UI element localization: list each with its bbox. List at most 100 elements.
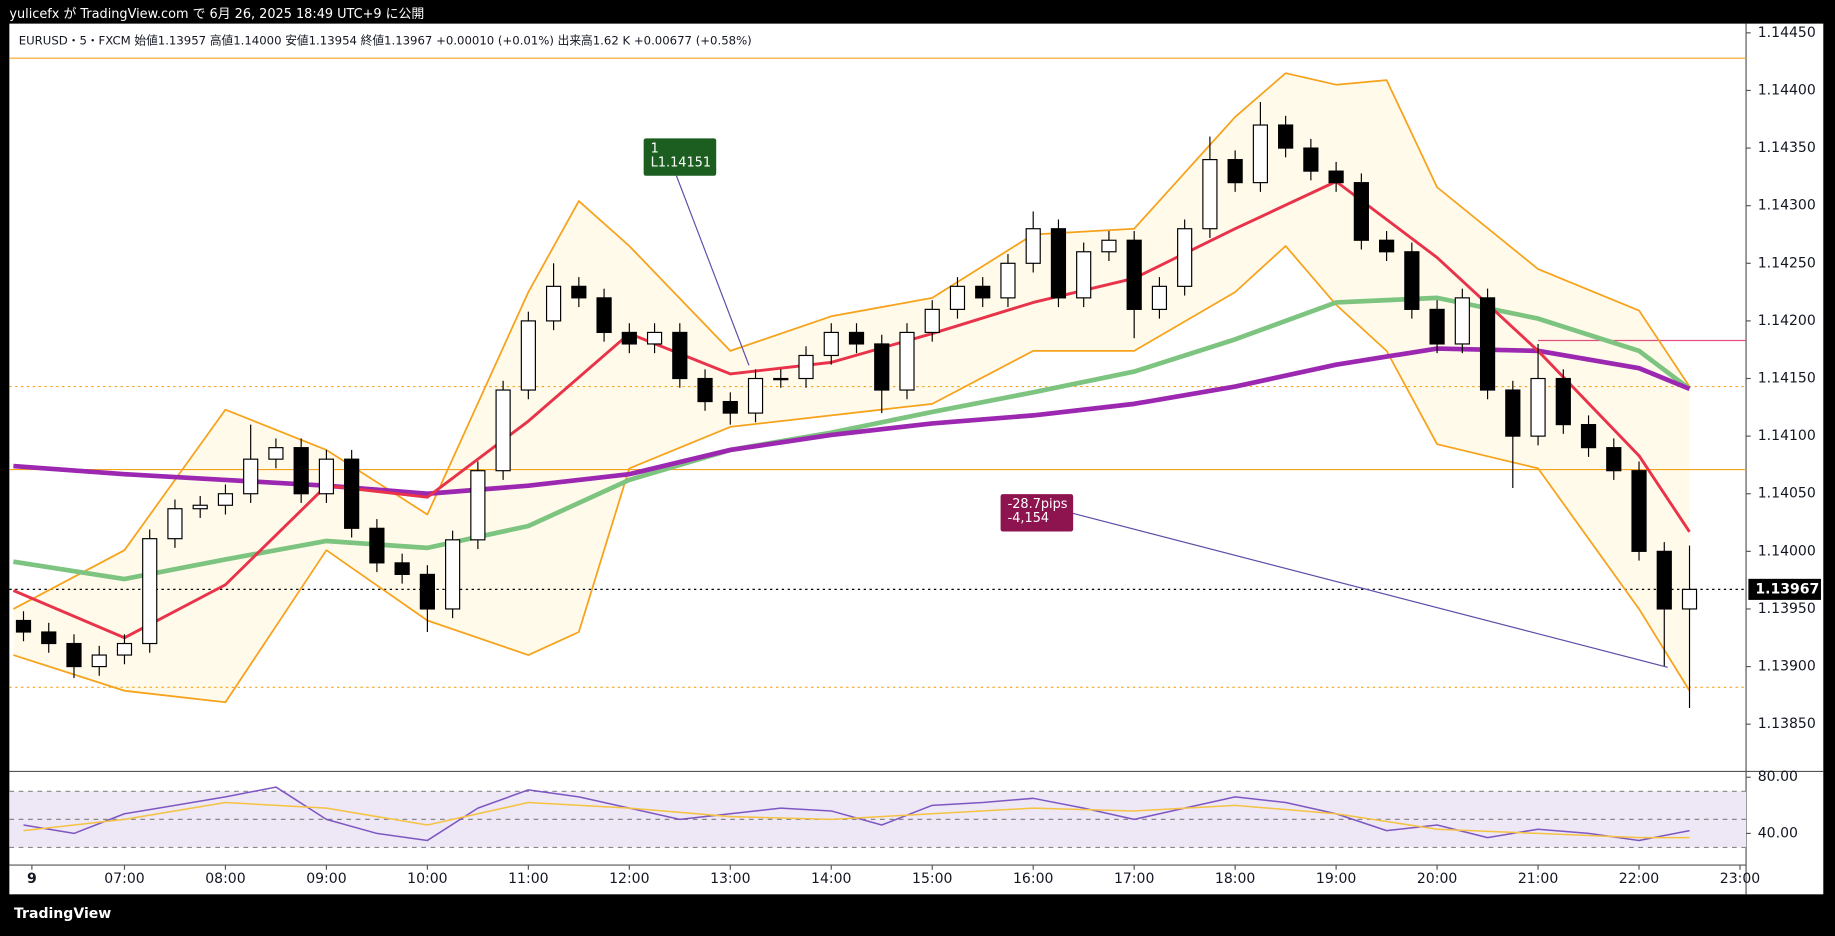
y-tick-label: 1.13900 bbox=[1758, 659, 1816, 675]
indicator-line bbox=[13, 245, 1691, 704]
candle-body bbox=[419, 573, 435, 610]
candle-body bbox=[1656, 550, 1672, 610]
candle-body bbox=[1681, 588, 1698, 610]
candle-body bbox=[1227, 159, 1243, 184]
y-tick-label: 1.14150 bbox=[1758, 371, 1816, 387]
y-tick-label: 1.14450 bbox=[1758, 25, 1816, 41]
candle-body bbox=[697, 377, 713, 403]
candle-body bbox=[1050, 228, 1067, 299]
candle-body bbox=[571, 285, 587, 299]
y-tick-label: 1.14250 bbox=[1758, 255, 1816, 271]
y-tick-label: 1.13950 bbox=[1758, 601, 1816, 617]
candle-body bbox=[1000, 262, 1016, 299]
candle-body bbox=[1076, 251, 1092, 299]
candle-body bbox=[243, 458, 259, 495]
candle-body bbox=[1479, 297, 1496, 391]
candle-body bbox=[66, 642, 82, 668]
y-tick-label: 1.14000 bbox=[1758, 543, 1816, 559]
candle-body bbox=[545, 285, 562, 322]
y-tick-label: 1.14100 bbox=[1758, 428, 1816, 444]
candle-body bbox=[1353, 182, 1369, 241]
candle-body bbox=[798, 354, 814, 380]
x-tick-label: 19:00 bbox=[1316, 871, 1356, 887]
candle-body bbox=[1580, 424, 1597, 449]
candle-body bbox=[91, 654, 107, 668]
candle-body bbox=[1378, 239, 1395, 253]
indicator-line bbox=[13, 346, 1691, 497]
candle-body bbox=[15, 619, 32, 633]
x-tick-label: 13:00 bbox=[710, 871, 750, 887]
x-tick-label: 23:00 bbox=[1720, 871, 1760, 887]
candle-body bbox=[596, 297, 612, 334]
indicator-line bbox=[23, 801, 1690, 839]
candle-body bbox=[621, 331, 637, 345]
x-tick-label: 07:00 bbox=[104, 871, 144, 887]
last-price-box bbox=[1748, 578, 1821, 600]
x-tick-label: 15:00 bbox=[912, 871, 952, 887]
candle-body bbox=[268, 447, 284, 460]
candle-body bbox=[1606, 447, 1622, 472]
candle-body bbox=[167, 508, 183, 540]
candle-body bbox=[1328, 170, 1344, 184]
publisher: yulicefx が TradingView.com で 6月 26, 2025… bbox=[9, 7, 424, 22]
y-tick-label: 1.14050 bbox=[1758, 486, 1816, 502]
x-tick-label: 10:00 bbox=[407, 871, 447, 887]
candle-body bbox=[672, 331, 688, 380]
x-tick-label: 22:00 bbox=[1619, 871, 1659, 887]
candle-body bbox=[1404, 251, 1420, 310]
candle-body bbox=[1454, 297, 1470, 345]
candle-body bbox=[318, 458, 335, 495]
x-tick-label: 14:00 bbox=[811, 871, 851, 887]
candle-body bbox=[924, 308, 940, 334]
candle-body bbox=[1631, 470, 1647, 552]
annotation-text: -28.7pips bbox=[1008, 497, 1068, 512]
candle-body bbox=[874, 343, 890, 391]
y-tick-label: 1.14300 bbox=[1758, 198, 1816, 214]
y-tick-label: 1.14350 bbox=[1758, 140, 1816, 156]
annotation-box bbox=[643, 138, 717, 176]
candle-body bbox=[142, 538, 158, 645]
candle-body bbox=[722, 400, 738, 414]
candle-body bbox=[520, 320, 536, 391]
candle-body bbox=[369, 527, 385, 564]
x-tick-label: 09:00 bbox=[306, 871, 346, 887]
candle-body bbox=[116, 642, 133, 656]
x-tick-label: 21:00 bbox=[1518, 871, 1558, 887]
indicator-line bbox=[12, 72, 1691, 610]
candle-body bbox=[773, 377, 789, 381]
x-tick-label: 9 bbox=[27, 871, 37, 887]
candle-body bbox=[1252, 124, 1268, 184]
candle-body bbox=[293, 447, 309, 495]
candle-body bbox=[747, 377, 764, 414]
x-tick-label: 08:00 bbox=[205, 871, 245, 887]
candle-body bbox=[1530, 377, 1546, 437]
candle-body bbox=[949, 285, 966, 310]
legend: EURUSD・5・FXCM 始値1.13957 高値1.14000 安値1.13… bbox=[19, 34, 752, 48]
x-tick-label: 20:00 bbox=[1417, 871, 1457, 887]
connector bbox=[1070, 512, 1668, 668]
candle-body bbox=[1101, 239, 1117, 253]
candle-body bbox=[975, 285, 991, 299]
candle-body bbox=[1151, 285, 1168, 310]
candle-body bbox=[192, 504, 208, 510]
candle-body bbox=[445, 539, 461, 610]
candle-body bbox=[1555, 377, 1571, 426]
candle-body bbox=[1177, 228, 1193, 287]
candle-body bbox=[394, 562, 410, 575]
candle-body bbox=[495, 389, 511, 472]
y-tick-label: 1.14400 bbox=[1758, 82, 1816, 98]
annotation-text: 1 bbox=[651, 141, 659, 156]
rsi-band bbox=[9, 791, 1747, 848]
annotation-text: L1.14151 bbox=[651, 155, 711, 170]
x-tick-label: 16:00 bbox=[1013, 871, 1053, 887]
x-tick-label: 12:00 bbox=[609, 871, 649, 887]
candle-body bbox=[1303, 147, 1319, 172]
y-tick-label: 1.13850 bbox=[1758, 716, 1816, 732]
annotation-text: -4,154 bbox=[1008, 511, 1049, 526]
last-price-label: 1.13967 bbox=[1755, 581, 1819, 597]
candle-body bbox=[899, 331, 915, 391]
indicator-line bbox=[13, 295, 1691, 582]
candle-body bbox=[646, 331, 663, 345]
candle-body bbox=[217, 493, 234, 506]
